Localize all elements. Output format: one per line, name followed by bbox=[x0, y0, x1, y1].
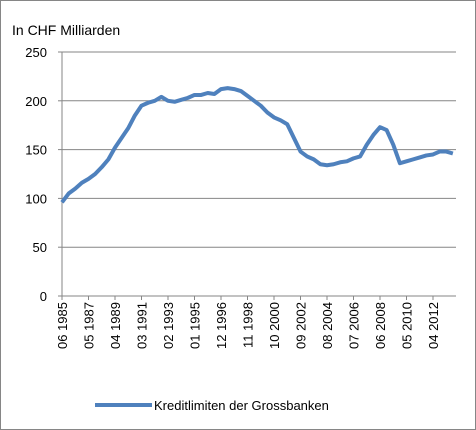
x-tick-label: 04 2012 bbox=[426, 302, 441, 349]
x-tick-label: 02 1993 bbox=[161, 302, 176, 349]
y-tick-label: 0 bbox=[40, 289, 47, 304]
y-tick-label: 150 bbox=[25, 143, 47, 158]
legend-label: Kreditlimiten der Grossbanken bbox=[154, 398, 329, 413]
x-tick-label: 07 2006 bbox=[347, 302, 362, 349]
x-tick-label: 11 1998 bbox=[241, 302, 256, 348]
y-tick-label: 200 bbox=[25, 94, 47, 109]
x-tick-label: 05 1987 bbox=[82, 302, 97, 349]
x-tick-label: 04 1989 bbox=[108, 302, 123, 349]
y-tick-label: 250 bbox=[25, 45, 47, 60]
data-line bbox=[60, 86, 454, 204]
chart-title: In CHF Milliarden bbox=[12, 22, 120, 38]
x-tick-label: 12 1996 bbox=[214, 302, 229, 349]
x-tick-label: 06 2008 bbox=[373, 302, 388, 349]
x-tick-label: 01 1995 bbox=[188, 302, 203, 349]
y-tick-label: 50 bbox=[33, 240, 47, 255]
x-tick-label: 05 2010 bbox=[400, 302, 415, 349]
x-tick-label: 09 2002 bbox=[294, 302, 309, 349]
x-tick-label: 03 1991 bbox=[135, 302, 150, 349]
y-tick-label: 100 bbox=[25, 191, 47, 206]
x-tick-label: 06 1985 bbox=[55, 302, 70, 349]
x-tick-label: 08 2004 bbox=[320, 302, 335, 349]
x-tick-label: 10 2000 bbox=[267, 302, 282, 349]
